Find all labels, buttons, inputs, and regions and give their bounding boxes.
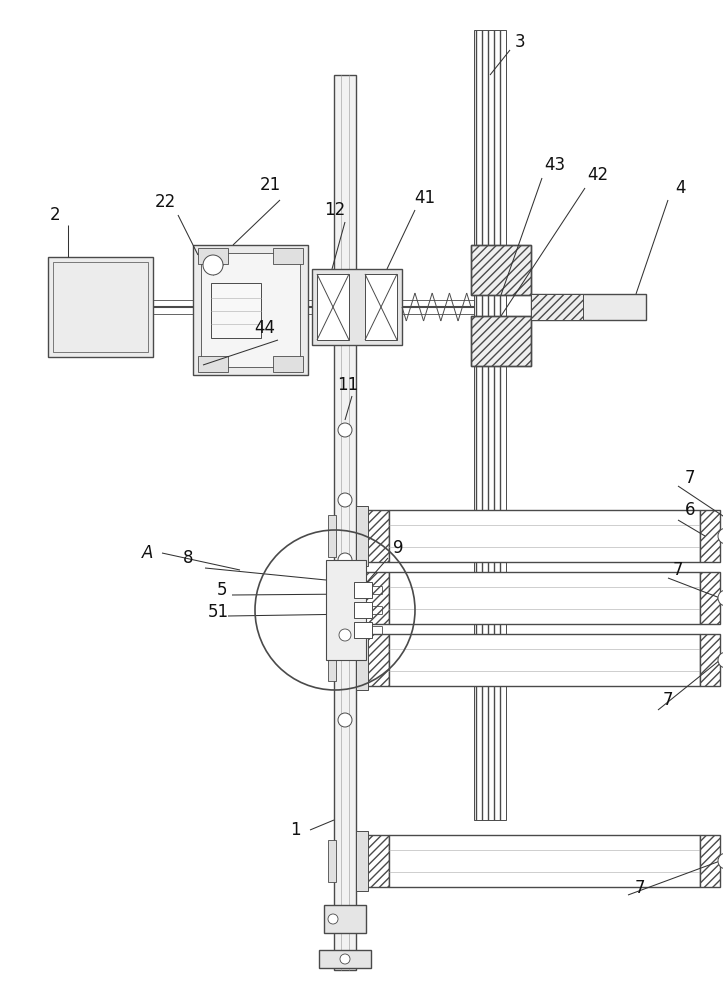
Bar bbox=[328, 639, 336, 681]
Bar bbox=[328, 515, 336, 557]
Bar bbox=[193, 245, 308, 375]
Circle shape bbox=[338, 493, 352, 507]
Bar bbox=[324, 905, 366, 933]
Bar bbox=[317, 274, 349, 340]
Bar bbox=[354, 582, 372, 598]
Bar bbox=[700, 835, 720, 887]
Bar bbox=[389, 510, 700, 562]
Text: 43: 43 bbox=[544, 156, 565, 174]
Text: 44: 44 bbox=[254, 319, 275, 337]
Text: 12: 12 bbox=[325, 201, 346, 219]
Bar bbox=[273, 248, 303, 264]
Text: 4: 4 bbox=[675, 179, 685, 197]
Bar bbox=[361, 510, 389, 562]
Circle shape bbox=[338, 553, 352, 567]
Bar bbox=[354, 602, 372, 618]
Circle shape bbox=[338, 713, 352, 727]
Text: 2: 2 bbox=[50, 206, 60, 224]
Circle shape bbox=[339, 629, 351, 641]
Text: 8: 8 bbox=[183, 549, 193, 567]
Bar bbox=[471, 245, 531, 295]
Text: 5: 5 bbox=[217, 581, 227, 599]
Bar bbox=[328, 840, 336, 882]
Bar bbox=[354, 622, 372, 638]
Text: 7: 7 bbox=[663, 691, 673, 709]
Bar bbox=[356, 506, 368, 566]
Circle shape bbox=[203, 255, 223, 275]
Bar bbox=[471, 316, 531, 366]
Text: 1: 1 bbox=[290, 821, 300, 839]
Text: 7: 7 bbox=[635, 879, 645, 897]
Text: 22: 22 bbox=[155, 193, 176, 211]
Bar bbox=[53, 262, 148, 352]
Bar bbox=[334, 75, 356, 970]
Bar bbox=[389, 572, 700, 624]
Bar bbox=[474, 30, 506, 820]
Bar bbox=[531, 294, 583, 320]
Bar bbox=[389, 835, 700, 887]
Bar bbox=[312, 269, 402, 345]
Bar bbox=[211, 283, 261, 338]
Bar bbox=[700, 634, 720, 686]
Text: 7: 7 bbox=[685, 469, 696, 487]
Text: 7: 7 bbox=[672, 561, 683, 579]
Bar bbox=[471, 316, 531, 366]
Bar bbox=[700, 572, 720, 624]
Bar bbox=[700, 510, 720, 562]
Bar bbox=[389, 634, 700, 686]
Text: 6: 6 bbox=[685, 501, 696, 519]
Circle shape bbox=[718, 528, 723, 544]
Bar bbox=[198, 356, 228, 372]
Text: 9: 9 bbox=[393, 539, 403, 557]
Bar bbox=[361, 634, 389, 686]
Bar bbox=[356, 831, 368, 891]
Text: 3: 3 bbox=[515, 33, 526, 51]
Circle shape bbox=[718, 652, 723, 668]
Bar bbox=[471, 245, 531, 295]
Bar bbox=[328, 577, 336, 619]
Circle shape bbox=[718, 590, 723, 606]
Bar bbox=[361, 572, 389, 624]
Text: 51: 51 bbox=[208, 603, 228, 621]
Bar bbox=[201, 253, 300, 367]
Circle shape bbox=[328, 914, 338, 924]
Bar bbox=[319, 950, 371, 968]
Circle shape bbox=[338, 423, 352, 437]
Text: 42: 42 bbox=[587, 166, 609, 184]
Bar bbox=[273, 356, 303, 372]
Text: 41: 41 bbox=[414, 189, 435, 207]
Bar bbox=[531, 294, 646, 320]
Bar bbox=[48, 257, 153, 357]
Bar bbox=[326, 560, 366, 660]
Text: 11: 11 bbox=[338, 376, 359, 394]
Circle shape bbox=[340, 954, 350, 964]
Bar bbox=[356, 630, 368, 690]
Bar bbox=[361, 835, 389, 887]
Bar bbox=[365, 274, 397, 340]
Circle shape bbox=[718, 853, 723, 869]
Text: 21: 21 bbox=[260, 176, 281, 194]
Bar bbox=[198, 248, 228, 264]
Text: A: A bbox=[142, 544, 154, 562]
